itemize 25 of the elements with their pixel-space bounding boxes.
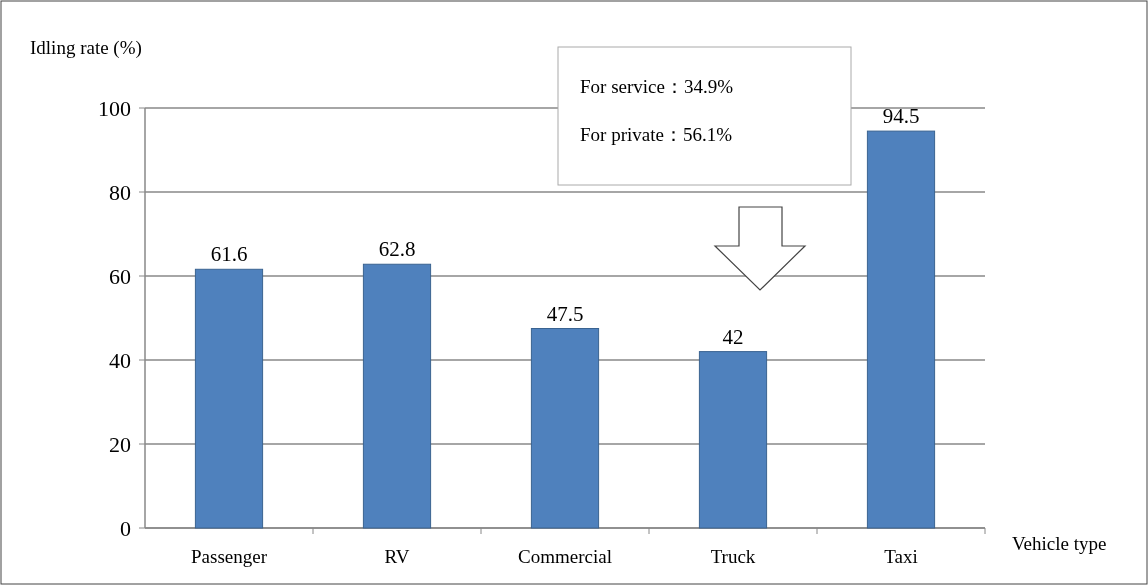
data-label: 42 <box>722 324 744 349</box>
bar <box>698 351 768 529</box>
bar <box>362 263 432 529</box>
x-tick-label: Commercial <box>518 546 612 567</box>
x-tick-label: RV <box>384 546 410 567</box>
x-tick-label: Taxi <box>884 546 918 567</box>
data-label: 61.6 <box>210 242 248 267</box>
annotation: For private：56.1% <box>580 124 733 145</box>
y-tick-label: 20 <box>109 432 131 457</box>
data-label: 62.8 <box>378 237 416 262</box>
data-label: 94.5 <box>882 104 920 129</box>
x-axis-title: Vehicle type <box>1012 533 1107 554</box>
y-tick-label: 60 <box>109 264 131 289</box>
y-axis-title: Idling rate (%) <box>30 37 142 59</box>
data-label: 47.5 <box>546 301 584 326</box>
bar <box>866 130 936 529</box>
bar <box>194 268 264 529</box>
x-tick-label: Truck <box>710 546 756 567</box>
y-tick-label: 100 <box>98 96 131 121</box>
x-tick-label: Passenger <box>191 546 268 567</box>
y-tick-label: 80 <box>109 180 131 205</box>
bar <box>530 328 600 529</box>
y-tick-label: 40 <box>109 348 131 373</box>
y-tick-label: 0 <box>120 516 131 541</box>
text: For service：34.9% <box>580 76 734 97</box>
